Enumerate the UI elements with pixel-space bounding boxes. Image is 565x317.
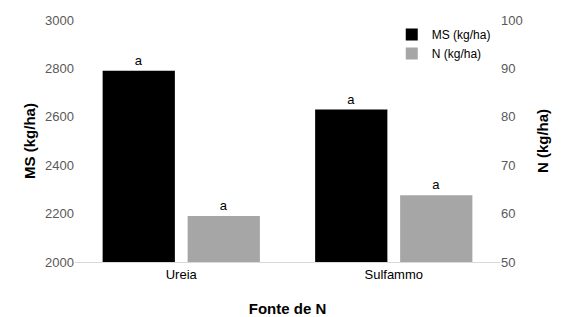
- svg-text:100: 100: [501, 13, 523, 28]
- svg-text:2600: 2600: [45, 109, 74, 124]
- svg-text:a: a: [220, 198, 228, 213]
- svg-text:a: a: [432, 177, 440, 192]
- svg-text:a: a: [135, 53, 143, 68]
- svg-text:2400: 2400: [45, 158, 74, 173]
- svg-text:N (kg/ha): N (kg/ha): [534, 109, 551, 173]
- svg-text:2000: 2000: [45, 255, 74, 270]
- svg-text:Ureia: Ureia: [166, 267, 198, 282]
- svg-text:60: 60: [501, 206, 515, 221]
- svg-text:Fonte de N: Fonte de N: [249, 300, 327, 317]
- svg-text:Sulfammo: Sulfammo: [364, 267, 423, 282]
- svg-text:MS (kg/ha): MS (kg/ha): [21, 103, 38, 179]
- svg-text:N (kg/ha): N (kg/ha): [432, 47, 481, 61]
- svg-text:2200: 2200: [45, 206, 74, 221]
- svg-text:70: 70: [501, 158, 515, 173]
- svg-text:80: 80: [501, 109, 515, 124]
- svg-text:90: 90: [501, 61, 515, 76]
- svg-text:3000: 3000: [45, 13, 74, 28]
- svg-text:50: 50: [501, 255, 515, 270]
- svg-text:a: a: [347, 92, 355, 107]
- svg-text:MS (kg/ha): MS (kg/ha): [432, 28, 491, 42]
- svg-text:2800: 2800: [45, 61, 74, 76]
